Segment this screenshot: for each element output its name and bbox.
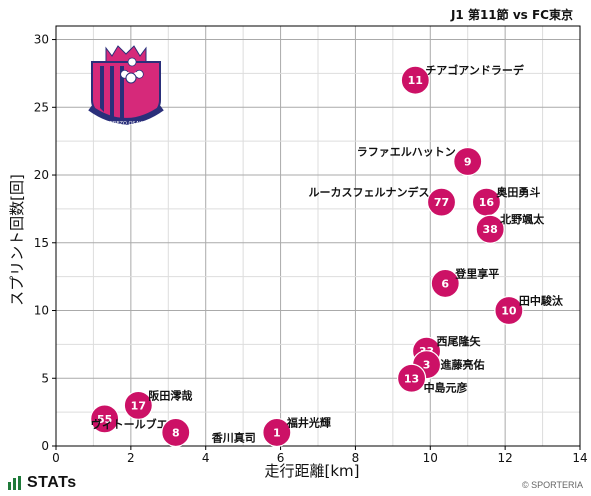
x-axis-label: 走行距離[km] bbox=[264, 462, 359, 480]
player-point: 77 ルーカスフェルナンデス bbox=[309, 185, 457, 217]
x-tick-label: 2 bbox=[127, 451, 135, 465]
y-tick-label: 10 bbox=[34, 304, 49, 318]
stats-bars-icon bbox=[8, 476, 21, 490]
point-number-label: 55 bbox=[97, 413, 112, 426]
point-number-label: 38 bbox=[483, 223, 498, 236]
logo-flower bbox=[120, 57, 144, 79]
point-number-label: 8 bbox=[172, 426, 180, 439]
point-name-label: ヴィトールブエノ bbox=[91, 417, 179, 431]
point-name-label: 阪田澪哉 bbox=[148, 388, 192, 402]
point-number-label: 10 bbox=[501, 305, 517, 318]
point-name-label: 奥田勇斗 bbox=[495, 185, 540, 199]
x-tick-label: 10 bbox=[423, 451, 438, 465]
player-point: 13 中島元彦 bbox=[396, 363, 468, 394]
point-number-label: 11 bbox=[408, 74, 423, 87]
point-number-label: 77 bbox=[434, 196, 449, 209]
player-point: 1 福井光輝 bbox=[262, 415, 331, 448]
point-number-label: 13 bbox=[404, 372, 419, 385]
point-marker bbox=[494, 295, 524, 326]
logo-flower-center bbox=[125, 72, 137, 84]
player-point: 9 ラファエルハットン bbox=[357, 145, 483, 177]
point-marker bbox=[400, 65, 430, 95]
x-tick-label: 4 bbox=[202, 451, 210, 465]
tick-layer: 0 2 4 6 8 10 12 14 0 5 10 15 20 25 30 bbox=[34, 33, 588, 465]
y-tick-label: 15 bbox=[34, 236, 49, 250]
chart-header-title: J1 第11節 vs FC東京 bbox=[450, 8, 573, 22]
player-point: 8 香川真司 bbox=[161, 417, 256, 448]
point-marker bbox=[475, 214, 505, 244]
team-logo: CEREZO OSAKA bbox=[88, 45, 164, 127]
x-tick-label: 14 bbox=[572, 451, 587, 465]
point-name-label: 福井光輝 bbox=[286, 415, 331, 429]
point-marker bbox=[426, 187, 457, 217]
point-name-label: 西尾隆矢 bbox=[437, 334, 482, 348]
y-axis-label: スプリント回数[回] bbox=[8, 174, 26, 306]
x-tick-label: 0 bbox=[52, 451, 60, 465]
stats-brand: STATs bbox=[8, 474, 77, 492]
x-tick-label: 12 bbox=[498, 451, 513, 465]
y-tick-label: 5 bbox=[41, 371, 49, 385]
logo-ring bbox=[88, 105, 164, 124]
player-point: 6 登里享平 bbox=[430, 266, 499, 299]
point-marker bbox=[430, 268, 460, 299]
x-tick-label: 6 bbox=[277, 451, 285, 465]
point-marker bbox=[453, 146, 483, 177]
point-number-label: 16 bbox=[479, 196, 495, 209]
point-number-label: 3 bbox=[423, 359, 431, 372]
point-number-label: 17 bbox=[131, 399, 146, 412]
point-number-label: 9 bbox=[464, 155, 472, 168]
point-name-label: 登里享平 bbox=[454, 266, 499, 280]
point-name-label: 北野颯太 bbox=[500, 212, 545, 226]
point-name-label: 中島元彦 bbox=[424, 380, 468, 394]
point-marker bbox=[262, 417, 292, 448]
point-name-label: 香川真司 bbox=[211, 430, 256, 444]
y-tick-label: 30 bbox=[34, 33, 49, 47]
point-marker bbox=[161, 417, 191, 448]
point-marker bbox=[90, 404, 120, 434]
point-name-label: ラファエルハットン bbox=[357, 145, 456, 158]
logo-crown bbox=[105, 45, 147, 63]
copyright-credit: © SPORTERIA bbox=[522, 480, 583, 490]
stats-brand-text: STATs bbox=[27, 474, 77, 491]
logo-ring-text: CEREZO OSAKA bbox=[106, 121, 146, 127]
points-layer: 11チアゴアンドラーデ9ラファエルハットン77ルーカスフェルナンデス16奥田勇斗… bbox=[90, 63, 564, 448]
y-tick-label: 25 bbox=[34, 100, 49, 114]
point-number-label: 6 bbox=[441, 277, 449, 290]
axis-labels: 走行距離[km] スプリント回数[回] bbox=[8, 174, 360, 480]
point-marker bbox=[123, 390, 153, 420]
plot-frame bbox=[55, 25, 581, 447]
point-number-label: 1 bbox=[273, 426, 281, 439]
point-name-label: ルーカスフェルナンデス bbox=[309, 185, 430, 199]
x-tick-label: 8 bbox=[352, 451, 360, 465]
y-tick-label: 0 bbox=[41, 439, 49, 453]
point-marker bbox=[396, 363, 427, 393]
logo-shield-stripes bbox=[100, 66, 124, 121]
point-name-label: チアゴアンドラーデ bbox=[425, 63, 525, 77]
y-tick-label: 20 bbox=[34, 168, 49, 182]
point-name-label: 進藤亮佑 bbox=[441, 358, 485, 372]
point-name-label: 田中駿汰 bbox=[519, 294, 564, 308]
